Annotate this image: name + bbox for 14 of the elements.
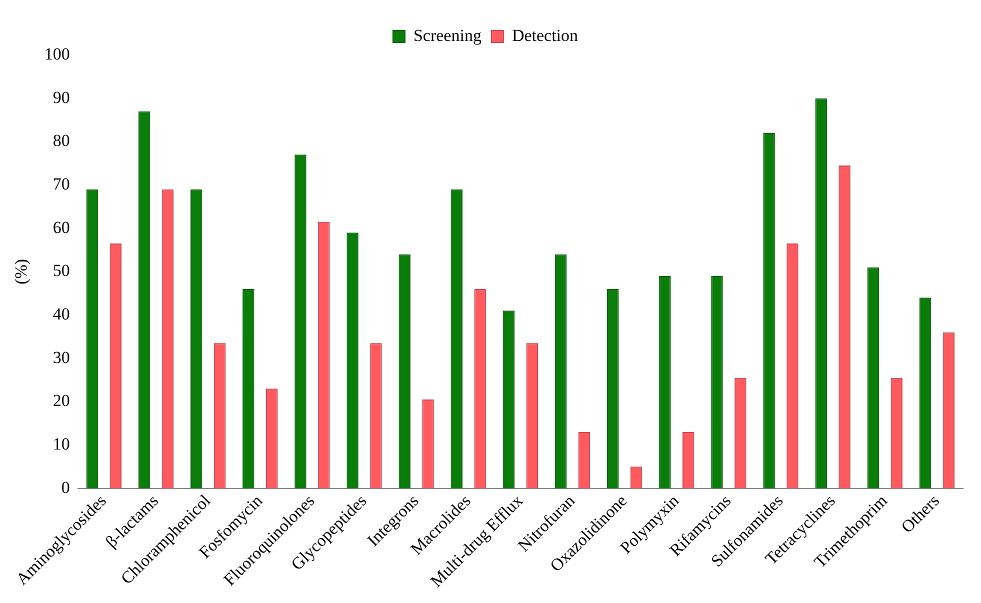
y-tick-label: 20 — [52, 391, 70, 410]
y-tick-label: 40 — [52, 304, 70, 324]
y-tick-label: 100 — [44, 44, 70, 64]
y-tick-label: 50 — [52, 261, 70, 280]
y-tick-label: 10 — [52, 434, 70, 454]
y-tick-label: 80 — [52, 131, 70, 150]
y-tick-label: 70 — [52, 174, 70, 194]
legend-label: Screening — [413, 26, 482, 45]
y-tick-label: 60 — [52, 218, 70, 237]
y-tick-label: 90 — [52, 88, 70, 107]
y-tick-label: 0 — [61, 478, 70, 497]
legend-label: Detection — [512, 26, 579, 45]
y-axis-title: (%) — [12, 258, 31, 284]
y-tick-label: 30 — [52, 348, 70, 367]
